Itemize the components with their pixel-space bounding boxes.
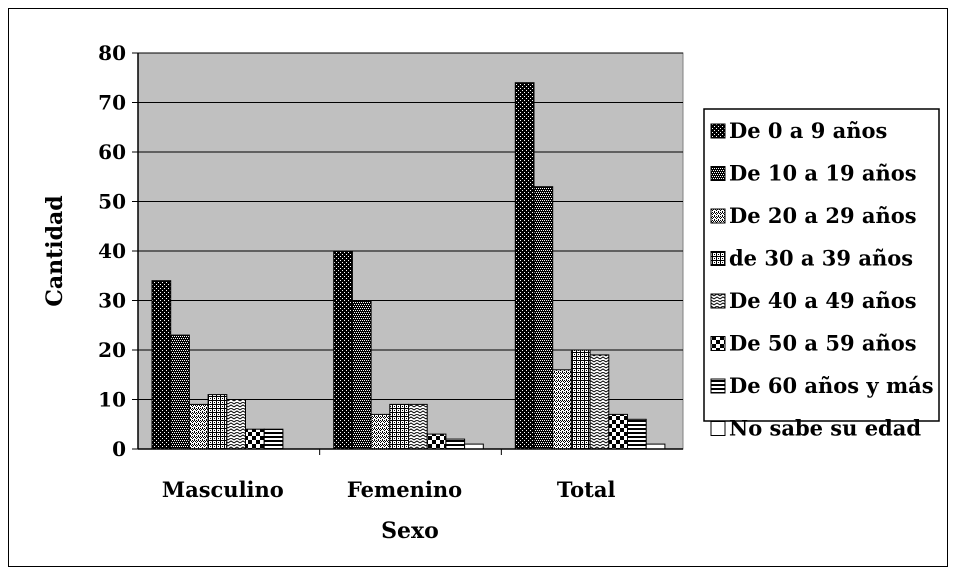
legend-swatch [710,378,726,394]
legend-swatch [710,421,726,436]
legend-swatch [710,293,726,309]
legend-label: De 50 a 59 años [729,331,917,356]
bar-femenino-2 [370,413,391,450]
bar-femenino-6 [445,438,466,450]
y-tick-label: 30 [98,289,126,313]
bar-masculino-2 [188,403,209,450]
bar-total-1 [533,186,554,450]
bar-femenino-5 [426,433,447,450]
bar-total-4 [589,354,610,450]
legend-label: De 20 a 29 años [729,203,917,228]
y-tick-label: 50 [98,190,126,214]
bar-total-2 [552,369,572,450]
bar-masculino-4 [226,399,247,450]
bar-total-3 [570,349,591,450]
y-tick-label: 0 [112,437,126,461]
legend-label: De 60 años y más [729,373,934,398]
legend-label: De 40 a 49 años [729,288,917,313]
y-tick-label: 60 [98,140,126,164]
bar-masculino-5 [245,428,265,450]
y-tick-label: 70 [98,91,126,115]
legend-swatch [710,251,726,266]
x-tick-label: Femenino [347,477,462,502]
bar-femenino-0 [333,250,353,450]
legend-swatch [710,208,726,224]
bar-masculino-0 [151,280,172,450]
legend-label: De 0 a 9 años [729,118,887,143]
bar-masculino-6 [263,428,284,450]
y-axis-label: Cantidad [42,195,68,306]
legend: De 0 a 9 años De 10 a 19 años De 20 a 29 a… [703,108,940,441]
bar-femenino-4 [408,403,428,450]
x-tick-label: Total [557,477,616,502]
y-tick-label: 10 [98,388,126,412]
bar-masculino-3 [207,394,228,450]
bar-total-0 [514,82,535,450]
x-tick-label: Masculino [162,477,284,502]
bar-total-5 [608,413,628,450]
legend-swatch [710,166,726,181]
legend-swatch [710,123,726,139]
x-axis-label: Sexo [381,518,439,544]
legend-label: de 30 a 39 años [729,246,913,271]
bar-femenino-3 [389,403,409,450]
bar-masculino-1 [170,334,190,450]
y-tick-label: 80 [98,41,126,65]
legend-label: De 10 a 19 años [729,161,917,186]
y-tick-label: 20 [98,338,126,362]
y-tick-label: 40 [98,239,126,263]
legend-swatch [710,336,726,351]
bar-femenino-1 [351,300,372,450]
bar-total-6 [627,418,647,450]
legend-label: No sabe su edad [729,416,921,441]
